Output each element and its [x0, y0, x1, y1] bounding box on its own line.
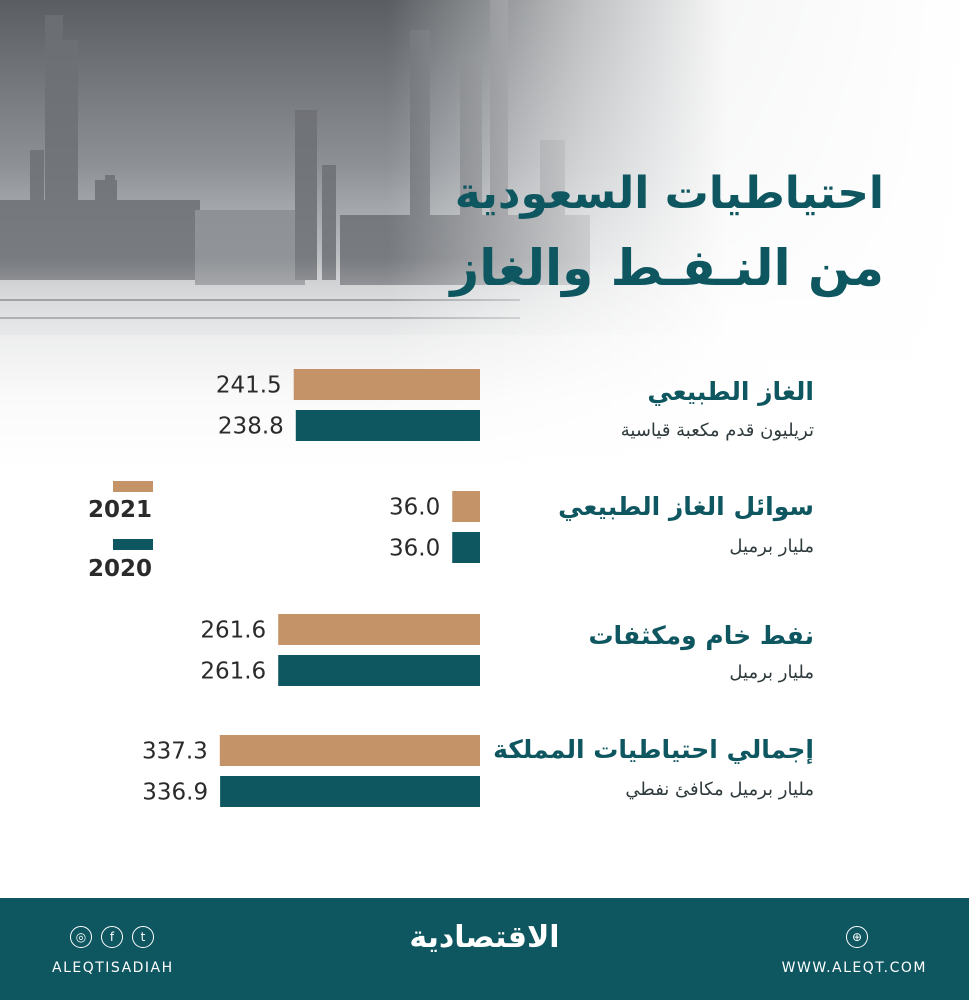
- category-unit-2: مليار برميل: [729, 536, 814, 557]
- bar-2020-1: [295, 410, 480, 441]
- value-label-2020-4: 336.9: [142, 780, 208, 806]
- brand-logo: الاقتصادية: [409, 920, 560, 955]
- footer: ◎ f t ALEQTISADIAH الاقتصادية ⊕ WWW.ALEQ…: [0, 898, 969, 1000]
- value-label-2020-2: 36.0: [389, 536, 440, 562]
- website-link[interactable]: WWW.ALEQT.COM: [781, 960, 927, 976]
- facebook-icon[interactable]: f: [101, 926, 123, 948]
- category-unit-4: مليار برميل مكافئ نفطي: [625, 779, 814, 800]
- legend-swatch-2021: [113, 481, 153, 492]
- bar-2021-2: [452, 491, 480, 522]
- bar-chart: 241.5 238.8 36.0 36.0 261.6 261.6 337.3 336.9: [142, 369, 481, 807]
- bar-2020-3: [278, 655, 480, 686]
- header-photo: [0, 0, 969, 470]
- category-unit-3: مليار برميل: [729, 662, 814, 683]
- bar-2020-4: [220, 776, 480, 807]
- category-title-1: الغاز الطبيعي: [647, 377, 814, 406]
- bar-2021-3: [278, 614, 480, 645]
- category-title-2: سوائل الغاز الطبيعي: [558, 492, 814, 521]
- hero-fade-bottom: [0, 0, 969, 470]
- category-title-3: نفط خام ومكثفات: [588, 621, 814, 650]
- value-label-2020-3: 261.6: [200, 659, 266, 685]
- category-title-4: إجمالي احتياطيات المملكة: [493, 735, 814, 764]
- legend-label-2021: 2021: [88, 497, 153, 523]
- category-unit-1: تريليون قدم مكعبة قياسية: [620, 420, 814, 441]
- instagram-icon[interactable]: ◎: [70, 926, 92, 948]
- value-label-2021-2: 36.0: [389, 495, 440, 521]
- bar-2020-2: [452, 532, 480, 563]
- legend-swatch-2020: [113, 539, 153, 550]
- value-label-2020-1: 238.8: [218, 414, 284, 440]
- dribbble-icon[interactable]: ⊕: [846, 926, 868, 948]
- social-handle[interactable]: ALEQTISADIAH: [52, 960, 174, 976]
- legend-label-2020: 2020: [88, 556, 153, 582]
- value-label-2021-1: 241.5: [216, 373, 282, 399]
- bar-2021-1: [293, 369, 480, 400]
- value-label-2021-3: 261.6: [200, 618, 266, 644]
- page-title-line-1: احتياطيات السعودية: [454, 168, 884, 219]
- value-label-2021-4: 337.3: [142, 739, 208, 765]
- bar-2021-4: [219, 735, 481, 766]
- page-title-line-2: من النـفـط والغاز: [450, 239, 884, 297]
- twitter-icon[interactable]: t: [132, 926, 154, 948]
